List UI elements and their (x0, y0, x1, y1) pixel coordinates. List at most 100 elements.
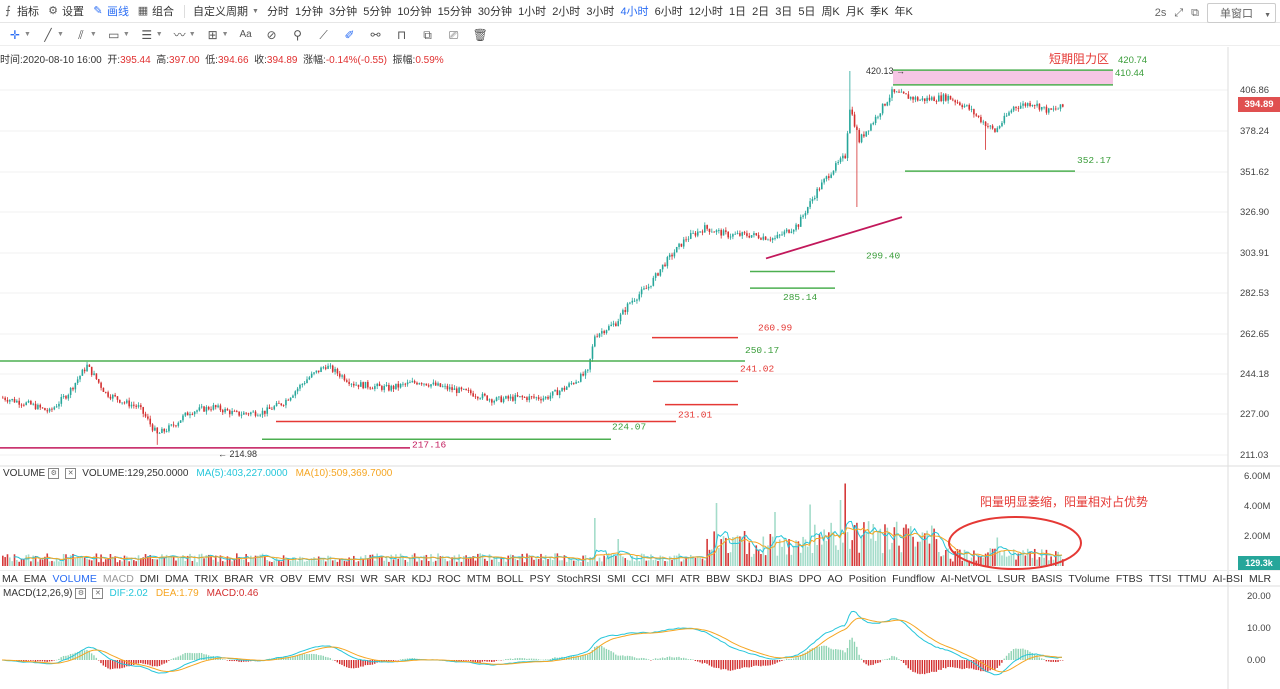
chevron-down-icon[interactable]: ▼ (221, 31, 229, 38)
indicator-tab-wr[interactable]: WR (360, 572, 379, 585)
ruler-icon[interactable]: ⟋ (319, 27, 328, 42)
period-8[interactable]: 2小时 (552, 6, 581, 18)
period-14[interactable]: 2日 (752, 6, 770, 18)
brush-icon[interactable]: ⚲ (293, 27, 302, 42)
chevron-down-icon[interactable]: ▼ (188, 31, 196, 38)
indicator-tab-vr[interactable]: VR (259, 572, 275, 585)
indicator-tab-skdj[interactable]: SKDJ (735, 572, 763, 585)
trash-icon[interactable]: 🗑 (472, 27, 488, 42)
period-19[interactable]: 季K (870, 6, 889, 18)
indicator-tab-psy[interactable]: PSY (529, 572, 551, 585)
settings-icon[interactable]: ⚙ (75, 588, 87, 599)
period-15[interactable]: 3日 (775, 6, 793, 18)
indicator-tab-trix[interactable]: TRIX (194, 572, 219, 585)
indicator-tab-boll[interactable]: BOLL (496, 572, 524, 585)
indicator-tab-lsur[interactable]: LSUR (997, 572, 1026, 585)
period-1[interactable]: 1分钟 (294, 6, 324, 18)
period-10[interactable]: 4小时 (620, 6, 649, 18)
draw-button[interactable]: ✎ 画线 (93, 5, 129, 18)
indicator-tab-ttsi[interactable]: TTSI (1148, 572, 1172, 585)
indicator-tab-mtm[interactable]: MTM (466, 572, 491, 585)
period-13[interactable]: 1日 (728, 6, 747, 18)
indicator-tab-stochrsi[interactable]: StochRSI (556, 572, 601, 585)
period-5[interactable]: 15分钟 (437, 6, 472, 18)
period-2[interactable]: 3分钟 (329, 6, 358, 18)
chevron-down-icon[interactable]: ▼ (155, 31, 163, 38)
period-16[interactable]: 5日 (798, 6, 816, 18)
crosshair-icon[interactable]: ✛ (9, 27, 21, 42)
indicator-tab-ao[interactable]: AO (827, 572, 843, 585)
indicator-button[interactable]: ⨍ 指标 (2, 3, 39, 19)
period-3[interactable]: 5分钟 (363, 6, 392, 18)
hide-icon[interactable]: ⎚ (448, 27, 459, 42)
chevron-down-icon[interactable]: ▼ (24, 31, 31, 38)
indicator-tab-mlr[interactable]: MLR (1248, 572, 1272, 585)
indicator-tab-dpo[interactable]: DPO (798, 572, 822, 585)
wave-icon[interactable]: 〰 (173, 27, 186, 42)
period-6[interactable]: 30分钟 (477, 6, 513, 18)
lock-icon[interactable]: ⊓ (396, 27, 407, 42)
indicator-tab-position[interactable]: Position (848, 572, 887, 585)
period-17[interactable]: 周K (821, 6, 840, 18)
period-9[interactable]: 3小时 (586, 6, 615, 18)
indicator-tab-volume[interactable]: VOLUME (52, 572, 97, 585)
period-4[interactable]: 10分钟 (397, 6, 432, 18)
indicator-tab-dmi[interactable]: DMI (139, 572, 160, 585)
indicator-tab-tvolume[interactable]: TVolume (1068, 572, 1110, 585)
trend-line-icon[interactable]: ╱ (44, 27, 52, 42)
close-icon[interactable]: ✕ (92, 588, 104, 599)
chevron-down-icon[interactable]: ▼ (122, 31, 130, 38)
indicator-tab-ftbs[interactable]: FTBS (1115, 572, 1143, 585)
settings-icon[interactable]: ⚙ (48, 468, 60, 479)
indicator-tab-brar[interactable]: BRAR (224, 572, 254, 585)
indicator-tab-kdj[interactable]: KDJ (411, 572, 432, 585)
measure-icon[interactable]: ⊞ (207, 27, 218, 42)
period-11[interactable]: 6小时 (654, 6, 683, 18)
pen-icon[interactable]: ✐ (344, 27, 355, 42)
collapse-icon[interactable]: ⧉ (1191, 6, 1199, 19)
indicator-tab-bias[interactable]: BIAS (768, 572, 793, 585)
magnet-icon[interactable]: ⊘ (266, 27, 277, 42)
channel-icon[interactable]: ⫽ (78, 27, 84, 42)
indicator-tab-obv[interactable]: OBV (280, 572, 303, 585)
indicator-tab-bbw[interactable]: BBW (706, 572, 730, 585)
indicator-tab-ema[interactable]: EMA (23, 572, 47, 585)
indicator-tab-ai-bsi[interactable]: AI-BSI (1212, 572, 1243, 585)
copy-icon[interactable]: ⧉ (423, 27, 432, 42)
fibonacci-icon[interactable]: ☰ (141, 27, 153, 42)
indicator-tab-rsi[interactable]: RSI (337, 572, 355, 585)
indicator-tab-fundflow[interactable]: Fundflow (892, 572, 935, 585)
period-0[interactable]: 分时 (266, 6, 289, 18)
chevron-down-icon[interactable]: ▼ (56, 31, 64, 38)
indicator-tab-sar[interactable]: SAR (384, 572, 406, 585)
window-mode-button[interactable]: 单窗口 ▼ (1207, 3, 1276, 23)
period-7[interactable]: 1小时 (518, 6, 547, 18)
layout-button[interactable]: ▦ 组合 (137, 5, 174, 18)
indicator-tab-dma[interactable]: DMA (165, 572, 189, 585)
rectangle-icon[interactable]: ▭ (108, 27, 120, 42)
custom-period-dropdown[interactable]: 自定义周期 ▼ (193, 6, 259, 18)
close-icon[interactable]: ✕ (65, 468, 77, 479)
indicator-tab-atr[interactable]: ATR (679, 572, 701, 585)
period-20[interactable]: 年K (894, 6, 913, 18)
text-icon[interactable]: Aa (239, 28, 252, 40)
indicator-tab-ttmu[interactable]: TTMU (1177, 572, 1207, 585)
settings-button[interactable]: ⚙ 设置 (48, 5, 84, 18)
expand-icon[interactable]: ⤢ (1174, 6, 1184, 19)
link-icon[interactable]: ⚯ (370, 27, 381, 42)
indicator-tab-emv[interactable]: EMV (308, 572, 332, 585)
period-12[interactable]: 12小时 (688, 6, 723, 18)
indicator-tab-ai-netvol[interactable]: AI-NetVOL (940, 572, 992, 585)
chevron-down-icon[interactable]: ▼ (89, 31, 97, 38)
indicator-tab-smi[interactable]: SMI (606, 572, 626, 585)
indicator-tab-basis[interactable]: BASIS (1031, 572, 1063, 585)
indicator-tab-macd[interactable]: MACD (102, 572, 134, 585)
indicator-tab-cci[interactable]: CCI (631, 572, 650, 585)
indicator-tab-roc[interactable]: ROC (437, 572, 461, 585)
indicator-tab-ma[interactable]: MA (2, 572, 18, 585)
refresh-interval[interactable]: 2s (1154, 7, 1167, 19)
indicator-tab-mfi[interactable]: MFI (655, 572, 674, 585)
macd-histogram-bar (732, 660, 734, 671)
period-18[interactable]: 月K (845, 6, 865, 18)
